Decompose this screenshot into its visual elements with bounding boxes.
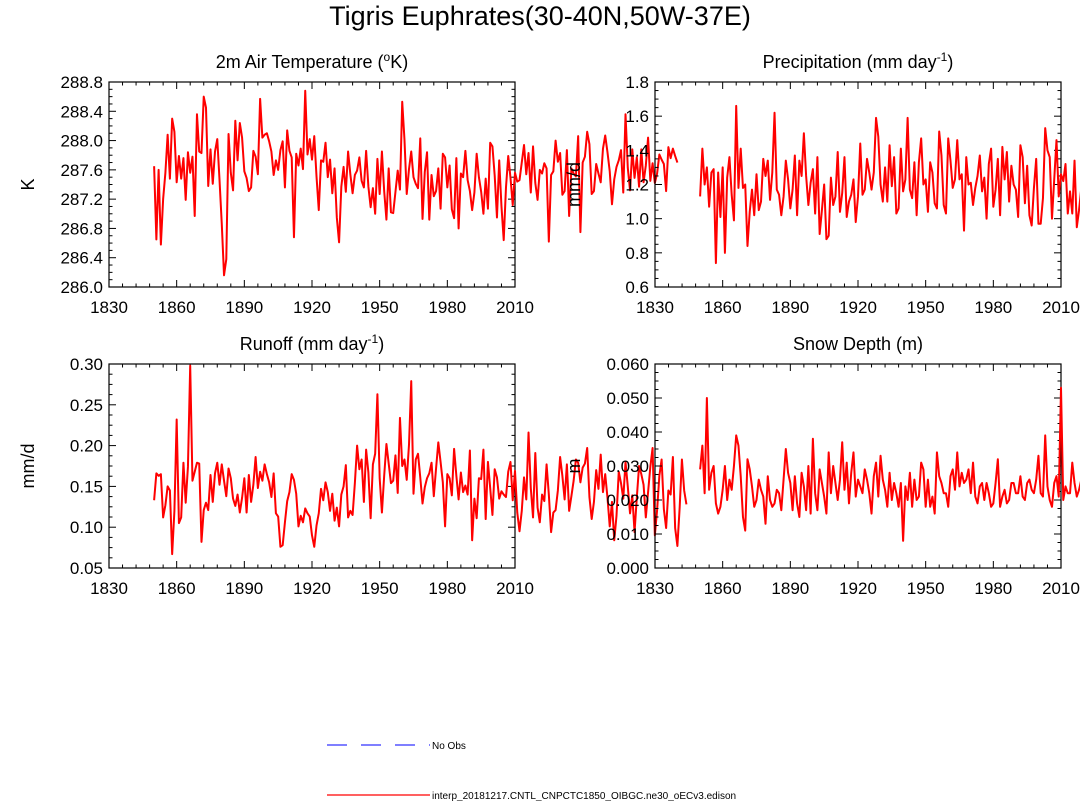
x-tick-label: 1980 xyxy=(974,298,1012,317)
series-line-runoff xyxy=(153,364,688,556)
y-tick-label: 286.0 xyxy=(60,278,103,297)
y-tick-label: 1.4 xyxy=(625,141,649,160)
x-tick-label: 1980 xyxy=(428,298,466,317)
y-tick-label: 0.060 xyxy=(606,355,649,374)
x-tick-label: 1890 xyxy=(771,298,809,317)
y-tick-label: 0.050 xyxy=(606,389,649,408)
figure-title: Tigris Euphrates(30-40N,50W-37E) xyxy=(329,1,751,31)
x-tick-label: 2010 xyxy=(1042,298,1080,317)
y-tick-label: 1.6 xyxy=(625,107,649,126)
x-tick-label: 1920 xyxy=(839,579,877,598)
panel-title-superscript: -1 xyxy=(368,332,379,346)
panel-precipitation: 1830 1860 1890 1920 1950 1980 2010 0.6 0.8 1.0 1.2… xyxy=(564,50,1080,317)
x-tick-label: 1830 xyxy=(636,579,674,598)
series-line-temperature xyxy=(153,89,679,277)
y-tick-label: 0.6 xyxy=(625,278,649,297)
panel-title: 2m Air Temperature (oK) xyxy=(216,50,408,72)
x-tick-label: 2010 xyxy=(1042,579,1080,598)
y-tick-label: 0.010 xyxy=(606,525,649,544)
panel-title-text: Snow Depth (m) xyxy=(793,334,923,354)
panel-title: Runoff (mm day-1) xyxy=(240,332,384,354)
y-tick-label: 0.30 xyxy=(70,355,103,374)
legend-label-model: interp_20181217.CNTL_CNPCTC1850_OIBGC.ne… xyxy=(432,791,736,801)
y-tick-label: 287.2 xyxy=(60,190,103,209)
panel-title-suffix: ) xyxy=(378,334,384,354)
x-tick-label: 1860 xyxy=(704,579,742,598)
x-tick-label: 1830 xyxy=(636,298,674,317)
x-tick-label: 1860 xyxy=(158,579,196,598)
panel-title-suffix: K) xyxy=(390,52,408,72)
y-tick-label: 288.8 xyxy=(60,73,103,92)
plot-frame xyxy=(654,363,1062,569)
x-tick-label: 1950 xyxy=(907,298,945,317)
y-axis-label: mm/d xyxy=(18,444,38,489)
x-tick-label: 1890 xyxy=(225,298,263,317)
panel-title-text: Runoff (mm day xyxy=(240,334,368,354)
panel-title: Precipitation (mm day-1) xyxy=(763,50,954,72)
panel-temperature: 1830 1860 1890 1920 1950 1980 2010 286.0 286.4 28… xyxy=(18,50,679,317)
panel-title-superscript: o xyxy=(384,50,391,64)
y-tick-label: 288.0 xyxy=(60,132,103,151)
x-tick-label: 1860 xyxy=(158,298,196,317)
y-tick-label: 0.020 xyxy=(606,491,649,510)
x-tick-label: 2010 xyxy=(496,579,534,598)
x-tick-label: 1860 xyxy=(704,298,742,317)
panel-title-suffix: ) xyxy=(947,52,953,72)
y-axis-label: m xyxy=(564,459,584,474)
x-tick-label: 1890 xyxy=(225,579,263,598)
y-tick-label: 287.6 xyxy=(60,161,103,180)
series-line-precipitation xyxy=(699,104,1080,265)
legend: No Obs interp_20181217.CNTL_CNPCTC1850_O… xyxy=(327,741,736,801)
panel-title: Snow Depth (m) xyxy=(793,334,923,354)
y-tick-label: 0.10 xyxy=(70,518,103,537)
legend-label-no-obs: No Obs xyxy=(432,741,466,752)
x-tick-label: 1830 xyxy=(90,298,128,317)
y-tick-label: 1.0 xyxy=(625,210,649,229)
y-tick-label: 0.20 xyxy=(70,437,103,456)
y-tick-label: 0.8 xyxy=(625,244,649,263)
x-tick-label: 1890 xyxy=(771,579,809,598)
panel-title-superscript: -1 xyxy=(937,50,948,64)
x-tick-label: 1950 xyxy=(361,298,399,317)
y-tick-label: 286.4 xyxy=(60,249,103,268)
x-tick-label: 1920 xyxy=(293,579,331,598)
x-tick-label: 1980 xyxy=(428,579,466,598)
y-tick-label: 0.000 xyxy=(606,559,649,578)
x-tick-label: 1920 xyxy=(839,298,877,317)
series-line-snow-depth xyxy=(699,386,1080,542)
x-tick-label: 1950 xyxy=(361,579,399,598)
chart-panels: 1830 1860 1890 1920 1950 1980 2010 286.0 286.4 28… xyxy=(18,50,1080,598)
x-tick-label: 2010 xyxy=(496,298,534,317)
y-tick-label: 286.8 xyxy=(60,219,103,238)
y-tick-label: 0.040 xyxy=(606,423,649,442)
x-tick-label: 1950 xyxy=(907,579,945,598)
y-tick-label: 0.15 xyxy=(70,477,103,496)
panel-runoff: 1830 1860 1890 1920 1950 1980 2010 0.05 0.10 0.15… xyxy=(18,332,688,598)
y-tick-label: 288.4 xyxy=(60,102,103,121)
y-tick-label: 0.25 xyxy=(70,396,103,415)
y-axis-label: K xyxy=(18,178,38,190)
y-tick-label: 0.05 xyxy=(70,559,103,578)
panel-title-text: 2m Air Temperature ( xyxy=(216,52,384,72)
x-tick-label: 1830 xyxy=(90,579,128,598)
panel-title-text: Precipitation (mm day xyxy=(763,52,937,72)
panel-snow-depth: 1830 1860 1890 1920 1950 1980 2010 0.000 0.010 0.… xyxy=(564,334,1080,598)
y-tick-label: 1.8 xyxy=(625,73,649,92)
y-axis-label: mm/d xyxy=(564,162,584,207)
y-tick-label: 1.2 xyxy=(625,176,649,195)
plot-frame xyxy=(108,81,516,288)
y-tick-label: 0.030 xyxy=(606,457,649,476)
x-tick-label: 1920 xyxy=(293,298,331,317)
x-tick-label: 1980 xyxy=(974,579,1012,598)
